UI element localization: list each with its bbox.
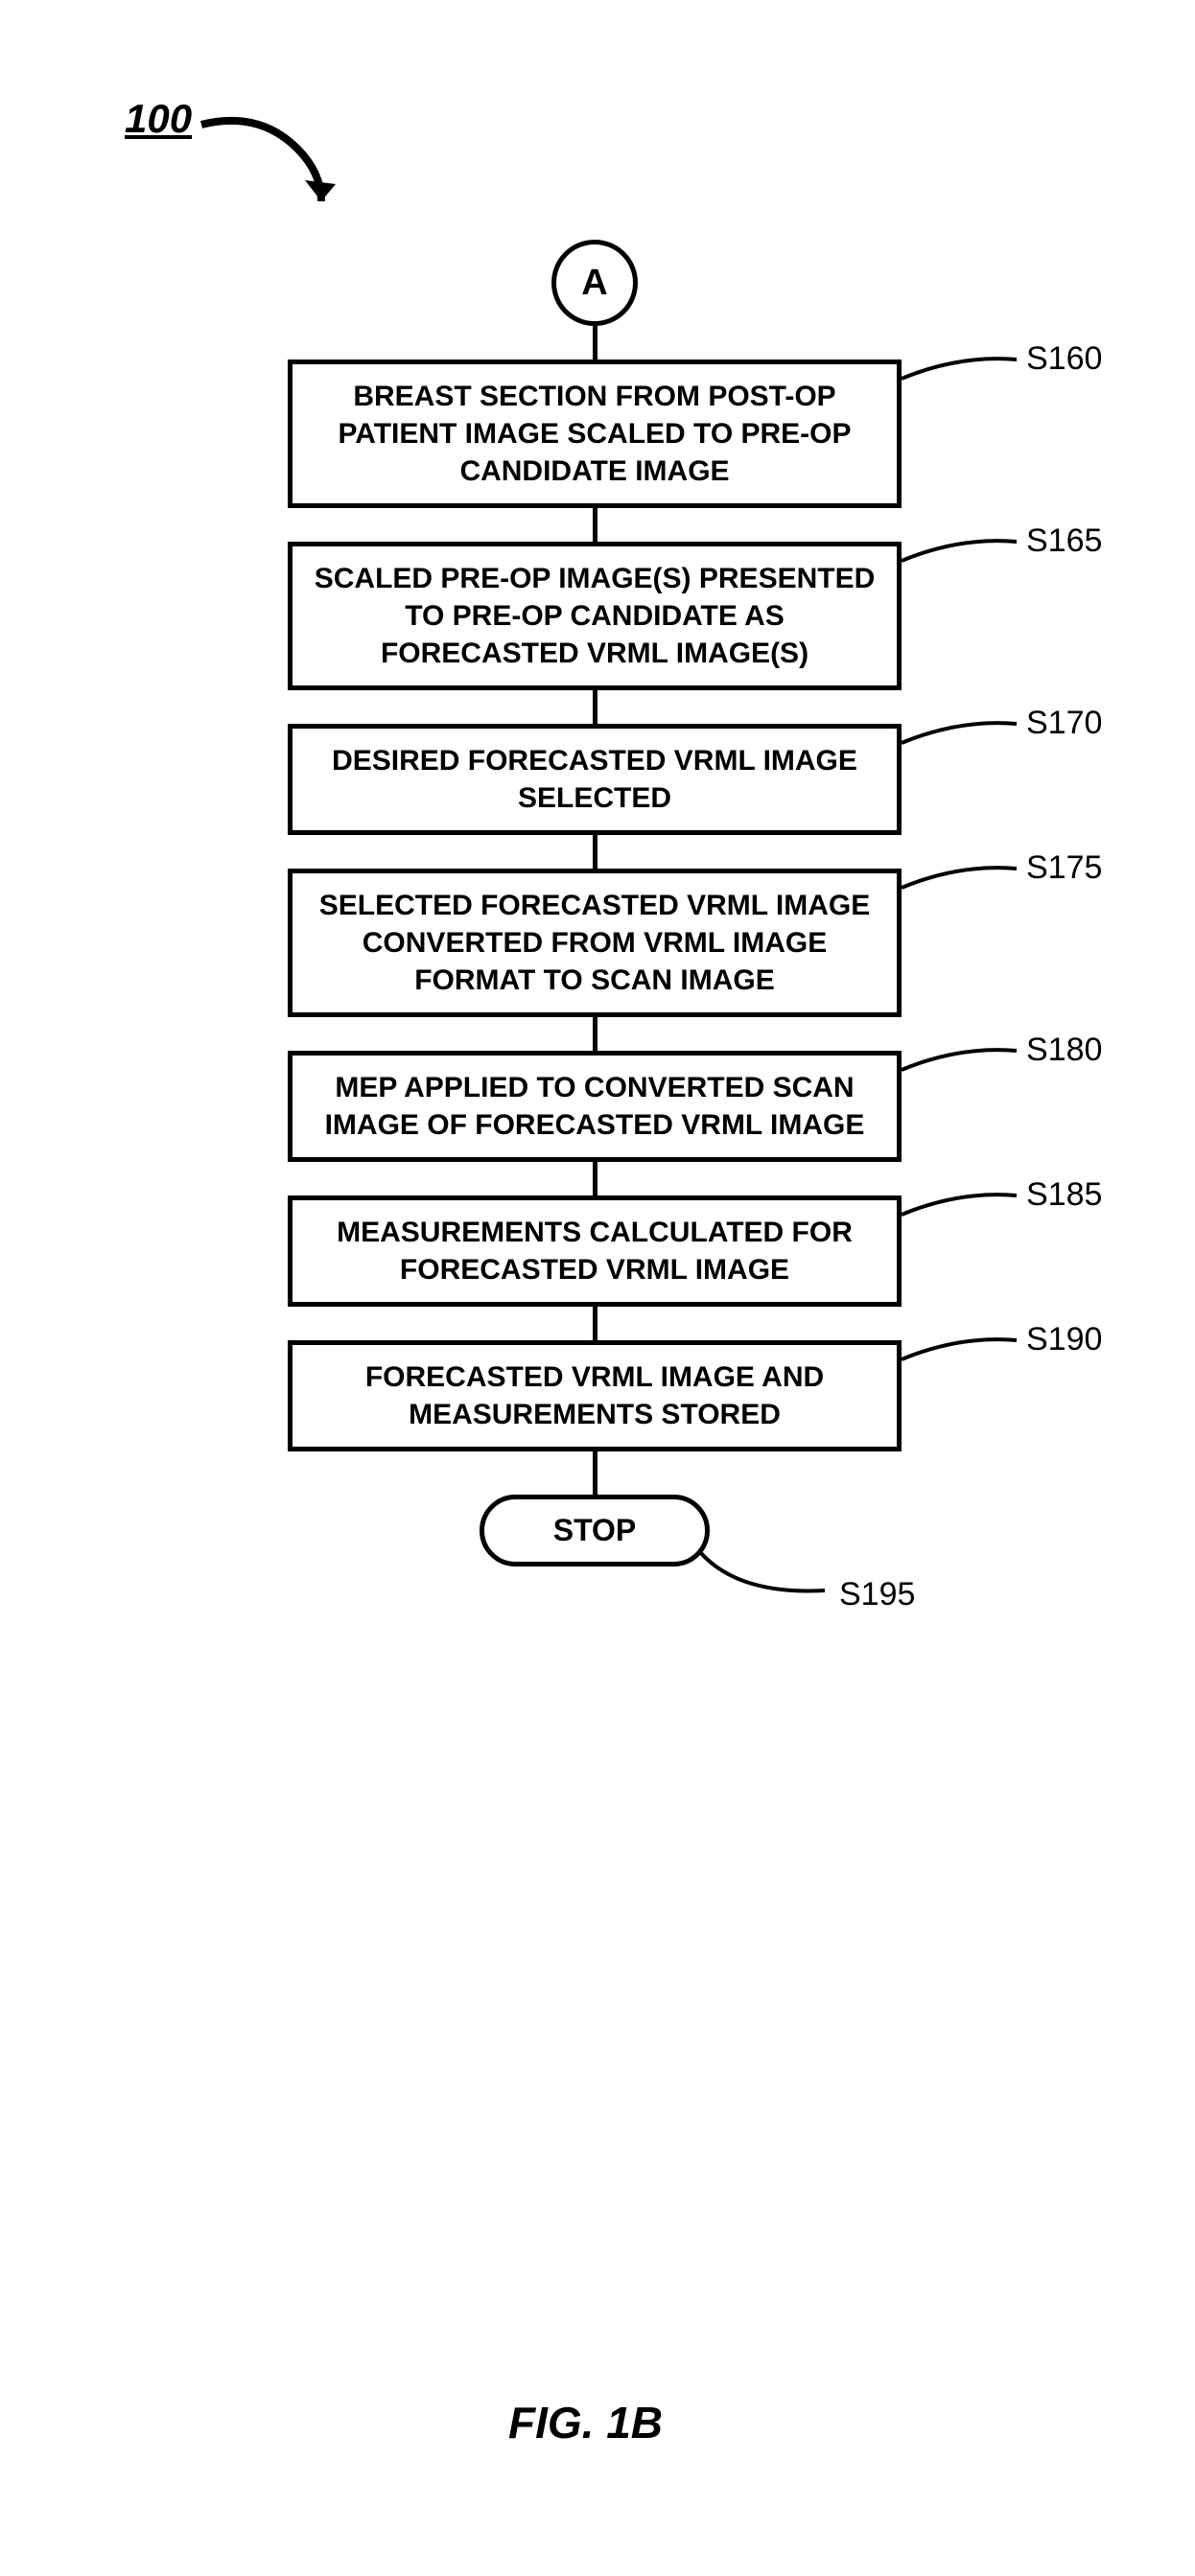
process-box-s180: MEP APPLIED TO CONVERTED SCAN IMAGE OF F… <box>288 1051 902 1162</box>
terminator-wrapper: STOP S195 <box>259 1495 930 1566</box>
flow-line <box>593 1162 598 1195</box>
flowchart-container: A BREAST SECTION FROM POST-OP PATIENT IM… <box>259 240 930 1566</box>
step-label-s180: S180 <box>1026 1032 1102 1069</box>
process-box-s165: SCALED PRE-OP IMAGE(S) PRESENTED TO PRE-… <box>288 542 902 690</box>
process-box-s175: SELECTED FORECASTED VRML IMAGE CONVERTED… <box>288 869 902 1017</box>
leader-line <box>873 1326 1026 1364</box>
step-label-s175: S175 <box>1026 849 1102 887</box>
flow-line <box>593 1017 598 1051</box>
step-s160-wrapper: BREAST SECTION FROM POST-OP PATIENT IMAG… <box>259 360 930 508</box>
leader-line <box>873 527 1026 566</box>
flow-line <box>593 326 598 360</box>
leader-line <box>873 709 1026 748</box>
flow-line <box>593 508 598 542</box>
leader-line <box>873 1181 1026 1219</box>
step-label-s195: S195 <box>839 1576 915 1613</box>
leader-line <box>873 1036 1026 1075</box>
leader-line <box>681 1543 834 1610</box>
step-label-s185: S185 <box>1026 1176 1102 1214</box>
step-s185-wrapper: MEASUREMENTS CALCULATED FOR FORECASTED V… <box>259 1195 930 1307</box>
step-label-s190: S190 <box>1026 1321 1102 1358</box>
step-label-s160: S160 <box>1026 340 1102 378</box>
step-s165-wrapper: SCALED PRE-OP IMAGE(S) PRESENTED TO PRE-… <box>259 542 930 690</box>
figure-title: FIG. 1B <box>508 2397 663 2448</box>
leader-line <box>873 345 1026 383</box>
flow-line <box>593 1307 598 1340</box>
step-label-s170: S170 <box>1026 705 1102 742</box>
terminator-stop: STOP <box>480 1495 710 1566</box>
flow-line <box>593 1451 598 1495</box>
connector-circle: A <box>551 240 638 326</box>
flow-line <box>593 690 598 724</box>
flow-line <box>593 835 598 869</box>
figure-ref-number: 100 <box>125 96 192 142</box>
leader-line <box>873 854 1026 893</box>
step-s190-wrapper: FORECASTED VRML IMAGE AND MEASUREMENTS S… <box>259 1340 930 1451</box>
step-s170-wrapper: DESIRED FORECASTED VRML IMAGE SELECTED S… <box>259 724 930 835</box>
reference-arrow <box>192 105 345 230</box>
process-box-s190: FORECASTED VRML IMAGE AND MEASUREMENTS S… <box>288 1340 902 1451</box>
process-box-s160: BREAST SECTION FROM POST-OP PATIENT IMAG… <box>288 360 902 508</box>
step-label-s165: S165 <box>1026 522 1102 560</box>
step-s180-wrapper: MEP APPLIED TO CONVERTED SCAN IMAGE OF F… <box>259 1051 930 1162</box>
process-box-s170: DESIRED FORECASTED VRML IMAGE SELECTED <box>288 724 902 835</box>
connector-a-wrapper: A <box>259 240 930 326</box>
step-s175-wrapper: SELECTED FORECASTED VRML IMAGE CONVERTED… <box>259 869 930 1017</box>
process-box-s185: MEASUREMENTS CALCULATED FOR FORECASTED V… <box>288 1195 902 1307</box>
